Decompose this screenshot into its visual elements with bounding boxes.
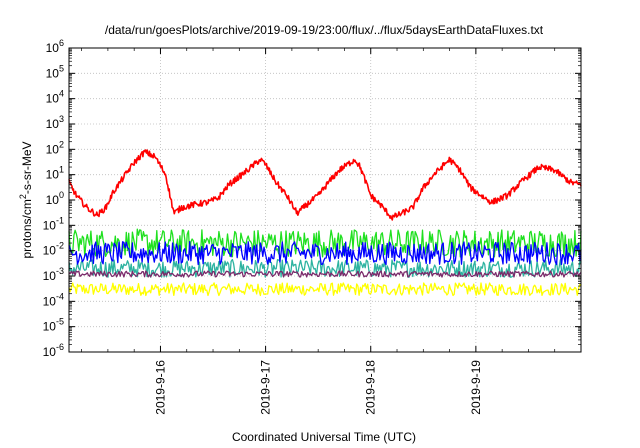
y-tick-label: 10-6 (43, 342, 64, 359)
y-tick-label: 101 (46, 165, 64, 182)
y-tick-label: 10-5 (43, 317, 64, 334)
x-tick-label: 2019-9-19 (469, 360, 483, 415)
chart-title: /data/run/goesPlots/archive/2019-09-19/2… (105, 23, 544, 37)
x-tick-label: 2019-9-17 (259, 360, 273, 415)
y-tick-label: 103 (46, 114, 64, 131)
y-tick-label: 104 (46, 89, 64, 106)
x-axis-label: Coordinated Universal Time (UTC) (232, 430, 416, 444)
y-tick-label: 105 (46, 63, 64, 80)
series-line-4 (68, 270, 582, 278)
series-group (68, 149, 582, 297)
series-line-3 (68, 241, 582, 266)
y-tick-label: 10-3 (43, 266, 64, 283)
series-line-0 (68, 282, 582, 297)
y-tick-label: 100 (46, 190, 64, 207)
y-tick-label: 102 (46, 139, 64, 156)
x-tick-label: 2019-9-16 (153, 360, 167, 415)
series-line-1 (68, 258, 582, 278)
y-tick-label: 10-2 (43, 241, 64, 258)
y-axis-label: protons/cm2-s-sr-MeV (18, 141, 34, 258)
y-tick-label: 10-1 (43, 215, 64, 232)
ticks: 10-6 10-5 10-4 10-3 10-2 10-1 100 101 102 103 104 1… (43, 38, 581, 415)
y-tick-label: 10-4 (43, 291, 64, 308)
series-line-5 (68, 149, 582, 221)
x-tick-label: 2019-9-18 (364, 360, 378, 415)
y-axis-label-text: protons/cm2-s-sr-MeV (18, 141, 34, 258)
y-tick-label: 106 (46, 38, 64, 55)
